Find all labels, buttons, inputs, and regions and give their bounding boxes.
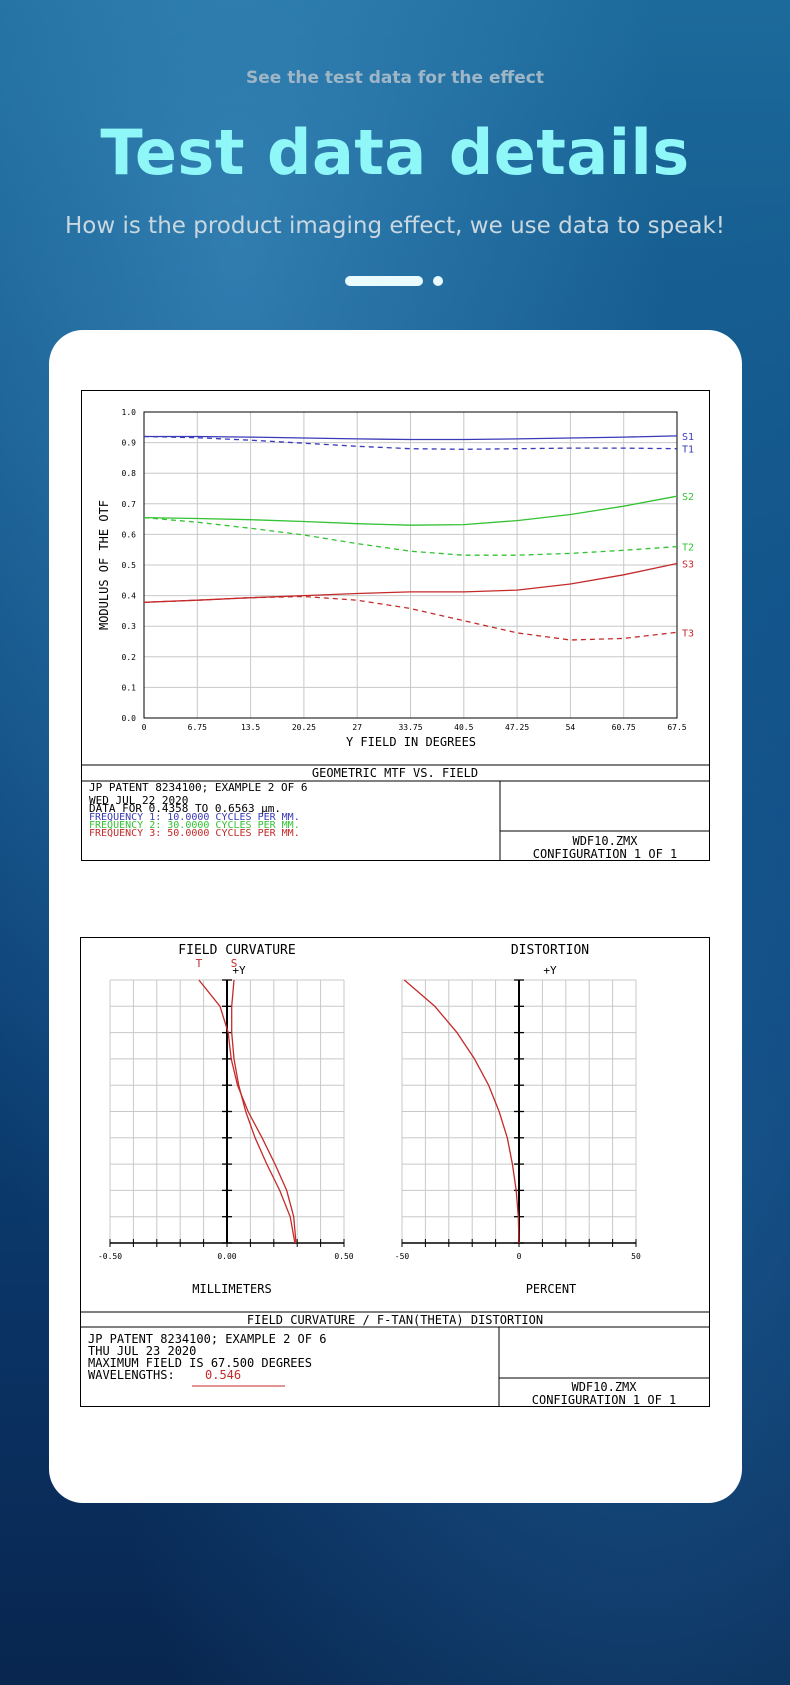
mtf-series-group bbox=[143, 435, 678, 641]
field-curvature-chart: FIELD CURVATURE DISTORTION -0.50 0.00 0.50… bbox=[80, 937, 710, 1407]
fc-x-axis-label: MILLIMETERS bbox=[192, 1282, 271, 1296]
mtf-label-s2: S2 bbox=[682, 492, 694, 503]
mtf-info-line3: DATA FOR 0.4358 TO 0.6563 µm. bbox=[89, 802, 281, 815]
mtf-x-tick-label: 47.25 bbox=[505, 723, 529, 732]
fc-x-ticks: -0.50 0.00 0.50 bbox=[98, 1252, 354, 1261]
fc-title: FIELD CURVATURE bbox=[178, 943, 295, 958]
mtf-y-tick-label: 0.5 bbox=[122, 561, 137, 570]
mtf-chart: 0 6.75 13.5 20.25 27 33.75 40.5 47.25 54 60.75 67.… bbox=[81, 390, 710, 861]
mtf-info-file: WDF10.ZMX bbox=[572, 834, 638, 848]
carousel-indicator-active[interactable] bbox=[345, 276, 423, 286]
fc-info-line1: JP PATENT 8234100; EXAMPLE 2 OF 6 bbox=[88, 1332, 326, 1346]
data-card: 0 6.75 13.5 20.25 27 33.75 40.5 47.25 54 60.75 67.… bbox=[49, 330, 742, 1503]
mtf-label-t3: T3 bbox=[682, 628, 694, 639]
mtf-x-tick-label: 67.5 bbox=[667, 723, 686, 732]
mtf-y-tick-label: 1.0 bbox=[122, 408, 137, 417]
dist-y-label: +Y bbox=[543, 964, 557, 977]
mtf-x-tick-label: 27 bbox=[352, 723, 362, 732]
mtf-x-tick-label: 40.5 bbox=[454, 723, 473, 732]
mtf-label-t2: T2 bbox=[682, 543, 694, 554]
fc-label-t: T bbox=[196, 957, 203, 970]
fc-info-wl-label: WAVELENGTHS: bbox=[88, 1368, 175, 1382]
fc-grid bbox=[109, 979, 345, 1247]
dist-x-ticks: -50 0 50 bbox=[395, 1252, 641, 1261]
page-title: Test data details bbox=[100, 116, 690, 189]
fc-info-wl-value: 0.546 bbox=[205, 1368, 241, 1382]
mtf-x-ticks: 0 6.75 13.5 20.25 27 33.75 40.5 47.25 54 60.75 67.… bbox=[142, 723, 687, 732]
mtf-series-s2 bbox=[143, 495, 678, 526]
dist-x-axis-label: PERCENT bbox=[526, 1282, 577, 1296]
dist-x-tick-label: 50 bbox=[631, 1252, 641, 1261]
mtf-y-tick-label: 0.4 bbox=[122, 592, 137, 601]
fc-series-s bbox=[231, 979, 296, 1244]
fc-y-label: +Y bbox=[232, 964, 246, 977]
mtf-y-tick-label: 0.3 bbox=[122, 622, 137, 631]
mtf-chart-panel: 0 6.75 13.5 20.25 27 33.75 40.5 47.25 54 60.75 67.… bbox=[81, 390, 710, 861]
dist-x-tick-label: 0 bbox=[517, 1252, 522, 1261]
mtf-y-tick-label: 0.0 bbox=[122, 714, 137, 723]
page-description: How is the product imaging effect, we us… bbox=[65, 213, 725, 239]
mtf-label-s3: S3 bbox=[682, 559, 694, 570]
mtf-x-axis-label: Y FIELD IN DEGREES bbox=[346, 735, 476, 749]
mtf-info-line2: WED JUL 22 2020 bbox=[89, 794, 188, 807]
fc-label-s: S bbox=[231, 957, 238, 970]
mtf-series-s3 bbox=[143, 562, 678, 603]
mtf-y-tick-label: 0.7 bbox=[122, 500, 137, 509]
mtf-y-axis-label: MODULUS OF THE OTF bbox=[97, 500, 111, 630]
mtf-plot-frame bbox=[143, 411, 678, 719]
fc-x-tick-label: 0.50 bbox=[334, 1252, 353, 1261]
mtf-x-tick-label: 33.75 bbox=[398, 723, 422, 732]
mtf-y-ticks: 0.0 0.1 0.2 0.3 0.4 0.5 0.6 0.7 0.8 0.9 1.0 bbox=[122, 408, 137, 723]
mtf-x-tick-label: 0 bbox=[142, 723, 147, 732]
field-curvature-panel: FIELD CURVATURE DISTORTION -0.50 0.00 0.50… bbox=[80, 937, 710, 1407]
carousel-indicator-dot[interactable] bbox=[433, 276, 443, 286]
mtf-y-tick-label: 0.2 bbox=[122, 653, 137, 662]
mtf-label-t1: T1 bbox=[682, 445, 694, 456]
fc-info-line3: MAXIMUM FIELD IS 67.500 DEGREES bbox=[88, 1356, 312, 1370]
mtf-y-tick-label: 0.1 bbox=[122, 683, 137, 692]
mtf-info-title: GEOMETRIC MTF VS. FIELD bbox=[312, 766, 478, 780]
fc-series-t bbox=[198, 979, 297, 1244]
mtf-y-tick-label: 0.9 bbox=[122, 439, 137, 448]
mtf-y-tick-label: 0.8 bbox=[122, 469, 137, 478]
dist-series-group bbox=[403, 979, 520, 1244]
mtf-info-config: CONFIGURATION 1 OF 1 bbox=[533, 847, 678, 861]
mtf-x-tick-label: 6.75 bbox=[188, 723, 207, 732]
fc-info-config: CONFIGURATION 1 OF 1 bbox=[532, 1393, 677, 1407]
dist-x-tick-label: -50 bbox=[395, 1252, 410, 1261]
dist-series-0 bbox=[403, 979, 520, 1244]
dist-grid bbox=[401, 979, 637, 1247]
mtf-x-tick-label: 54 bbox=[566, 723, 576, 732]
fc-info-title: FIELD CURVATURE / F-TAN(THETA) DISTORTIO… bbox=[247, 1313, 543, 1327]
mtf-x-tick-label: 20.25 bbox=[292, 723, 316, 732]
fc-info-file: WDF10.ZMX bbox=[571, 1380, 637, 1394]
mtf-info-line1: JP PATENT 8234100; EXAMPLE 2 OF 6 bbox=[89, 781, 308, 794]
fc-x-tick-label: -0.50 bbox=[98, 1252, 122, 1261]
dist-title: DISTORTION bbox=[511, 943, 589, 958]
mtf-y-tick-label: 0.6 bbox=[122, 530, 137, 539]
mtf-x-tick-label: 13.5 bbox=[241, 723, 260, 732]
mtf-label-s1: S1 bbox=[682, 432, 694, 443]
mtf-info-freq1: FREQUENCY 1: 10.0000 CYCLES PER MM. bbox=[89, 812, 300, 823]
mtf-info-freq2: FREQUENCY 2: 30.0000 CYCLES PER MM. bbox=[89, 820, 300, 831]
mtf-series-t1 bbox=[143, 435, 678, 450]
page-subtitle: See the test data for the effect bbox=[246, 68, 544, 88]
mtf-x-tick-label: 60.75 bbox=[612, 723, 636, 732]
fc-x-tick-label: 0.00 bbox=[217, 1252, 236, 1261]
fc-info-line2: THU JUL 23 2020 bbox=[88, 1344, 196, 1358]
mtf-series-labels: S1 T1 S2 T2 S3 T3 bbox=[682, 432, 694, 639]
fc-series-group bbox=[198, 979, 297, 1244]
mtf-series-s1 bbox=[144, 435, 678, 441]
mtf-info-freq3: FREQUENCY 3: 50.0000 CYCLES PER MM. bbox=[89, 828, 300, 839]
